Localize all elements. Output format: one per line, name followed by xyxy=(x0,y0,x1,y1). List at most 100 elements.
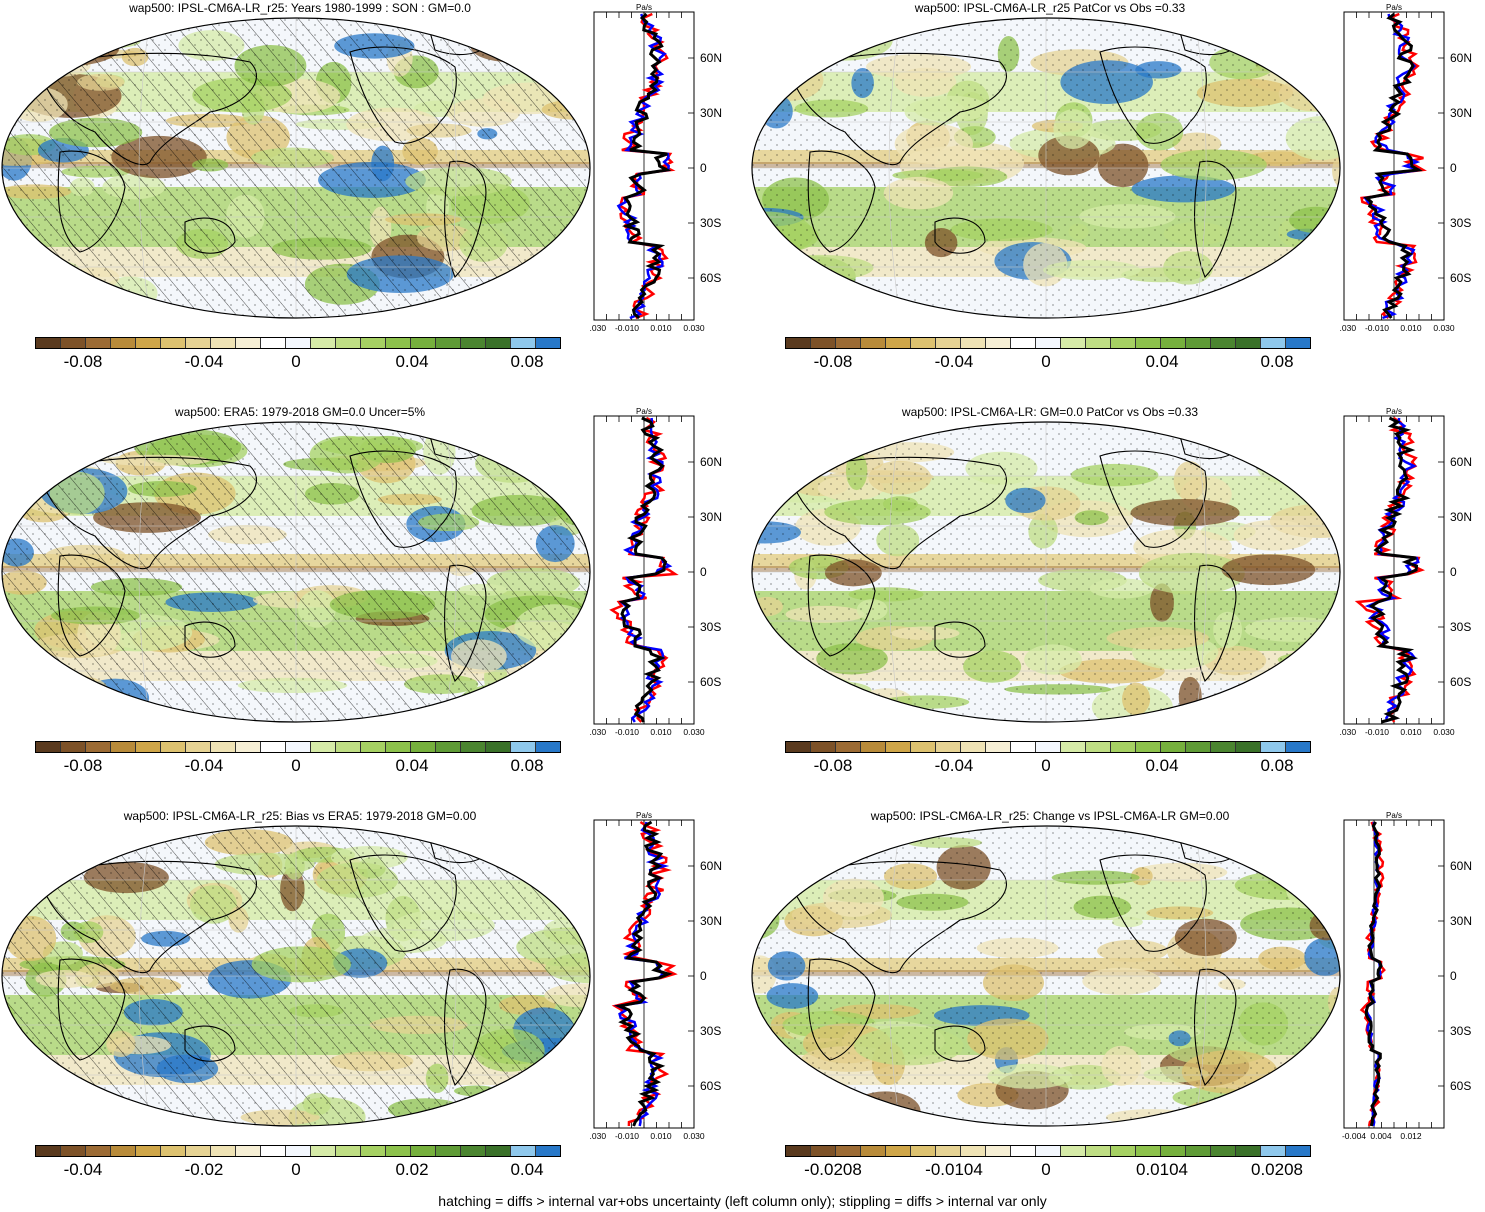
color-bar-swatch xyxy=(1261,742,1286,752)
color-bar-swatch xyxy=(1211,338,1236,348)
latitude-label: 30N xyxy=(700,106,722,120)
color-bar-swatch xyxy=(436,338,461,348)
latitude-label: 0 xyxy=(1450,969,1457,983)
color-bar-swatch xyxy=(486,338,511,348)
profile-tick-label: 0.010 xyxy=(650,323,672,333)
color-bar xyxy=(35,741,561,753)
zonal-mean-profile: Pa/s 60N 30N 0 30S 60S -0.030 -0.010 0.010 0.030 xyxy=(1340,3,1472,333)
profile-tick-label: 0.030 xyxy=(1433,323,1455,333)
latitude-label: 60N xyxy=(1450,859,1472,873)
color-bar-swatch xyxy=(386,338,411,348)
profile-curve xyxy=(1364,821,1383,1127)
color-bar-swatch xyxy=(1136,338,1161,348)
map-panel-1: wap500: IPSL-CM6A-LR_r25: Years 1980-199… xyxy=(0,0,740,404)
world-map xyxy=(751,825,1341,1127)
figure-footer-note: hatching = diffs > internal var+obs unce… xyxy=(438,1193,1047,1209)
color-bar-swatch xyxy=(1286,338,1310,348)
color-bar-label: 0.04 xyxy=(395,352,429,371)
color-bar-swatch xyxy=(1161,338,1186,348)
color-bar-swatch xyxy=(511,338,536,348)
color-bar-label: -0.04 xyxy=(934,756,974,775)
profile-tick-label: 0.010 xyxy=(650,1131,672,1141)
color-bar-swatch xyxy=(1111,338,1136,348)
color-bar xyxy=(35,337,561,349)
profile-tick-label: -0.010 xyxy=(1365,727,1389,737)
color-bar-swatch xyxy=(111,742,136,752)
color-bar-swatch xyxy=(986,742,1011,752)
color-bar-swatch xyxy=(361,742,386,752)
profile-tick-label: 0.030 xyxy=(1433,727,1455,737)
color-bar-swatch xyxy=(1236,1146,1261,1156)
color-bar-label: -0.04 xyxy=(184,352,224,371)
color-bar-swatch xyxy=(1061,742,1086,752)
color-bar xyxy=(785,1145,1311,1157)
color-bar-swatch xyxy=(786,1146,811,1156)
color-bar-label: -0.04 xyxy=(184,756,224,775)
color-bar-swatch xyxy=(411,1146,436,1156)
color-bar-swatch xyxy=(386,742,411,752)
latitude-label: 30N xyxy=(700,914,722,928)
color-bar-label: 0 xyxy=(291,1160,301,1179)
color-bar-swatch xyxy=(311,742,336,752)
color-bar-swatch xyxy=(1011,742,1036,752)
color-bar-swatch xyxy=(961,1146,986,1156)
panel-title: wap500: IPSL-CM6A-LR_r25 PatCor vs Obs =… xyxy=(914,1,1186,15)
color-bar-swatch xyxy=(211,1146,236,1156)
color-bar-swatch xyxy=(1036,742,1061,752)
color-bar-label: 0.04 xyxy=(510,1160,544,1179)
color-bar-swatch xyxy=(786,742,811,752)
color-bar-label: -0.0104 xyxy=(925,1160,983,1179)
latitude-label: 30N xyxy=(1450,510,1472,524)
color-bar-swatch xyxy=(911,1146,936,1156)
color-bar-label: 0.04 xyxy=(1145,756,1179,775)
color-bar-swatch xyxy=(1086,1146,1111,1156)
color-bar-swatch xyxy=(1286,1146,1310,1156)
color-bar-swatch xyxy=(461,1146,486,1156)
color-bar-label: -0.08 xyxy=(813,756,853,775)
zonal-mean-profile: Pa/s 60N 30N 0 30S 60S -0.030 -0.010 0.010 0.030 xyxy=(1340,407,1472,737)
color-bar-swatch xyxy=(936,338,961,348)
latitude-label: 60S xyxy=(1450,271,1471,285)
profile-curve xyxy=(618,416,668,723)
color-bar-swatch xyxy=(1161,1146,1186,1156)
color-bar-label: 0 xyxy=(291,352,301,371)
color-bar-swatch xyxy=(1136,742,1161,752)
latitude-label: 60S xyxy=(1450,1079,1471,1093)
color-bar-label: -0.0208 xyxy=(804,1160,862,1179)
color-bar-swatch xyxy=(861,742,886,752)
profile-tick-label: -0.030 xyxy=(1340,323,1356,333)
color-bar-label: 0.0208 xyxy=(1251,1160,1303,1179)
color-bar-swatch xyxy=(961,338,986,348)
color-bar-swatch xyxy=(1061,1146,1086,1156)
color-bar-swatch xyxy=(111,338,136,348)
color-bar-swatch xyxy=(811,742,836,752)
latitude-label: 0 xyxy=(1450,565,1457,579)
profile-unit-label: Pa/s xyxy=(636,811,652,820)
latitude-label: 60N xyxy=(700,51,722,65)
color-bar-label: -0.02 xyxy=(184,1160,224,1179)
color-bar-swatch xyxy=(811,338,836,348)
color-bar-swatch xyxy=(886,338,911,348)
profile-tick-label: -0.010 xyxy=(615,323,639,333)
map-panel-6: wap500: IPSL-CM6A-LR_r25: Change vs IPSL… xyxy=(750,808,1485,1212)
profile-tick-label: 0.010 xyxy=(1400,323,1422,333)
color-bar-swatch xyxy=(36,742,61,752)
color-bar-swatch xyxy=(61,742,86,752)
latitude-label: 60S xyxy=(700,675,721,689)
color-bar-swatch xyxy=(311,338,336,348)
color-bar-swatch xyxy=(436,742,461,752)
latitude-label: 30S xyxy=(700,620,721,634)
latitude-label: 60S xyxy=(700,1079,721,1093)
profile-tick-label: 0.010 xyxy=(650,727,672,737)
color-bar-swatch xyxy=(886,1146,911,1156)
color-bar-swatch xyxy=(936,1146,961,1156)
color-bar-swatch xyxy=(86,338,111,348)
map-panel-5: wap500: IPSL-CM6A-LR_r25: Bias vs ERA5: … xyxy=(0,808,740,1212)
latitude-label: 30S xyxy=(1450,1024,1471,1038)
latitude-label: 0 xyxy=(1450,161,1457,175)
color-bar-swatch xyxy=(861,338,886,348)
latitude-label: 30N xyxy=(1450,106,1472,120)
color-bar-swatch xyxy=(386,1146,411,1156)
profile-tick-label: 0.012 xyxy=(1400,1131,1422,1141)
latitude-label: 0 xyxy=(700,969,707,983)
